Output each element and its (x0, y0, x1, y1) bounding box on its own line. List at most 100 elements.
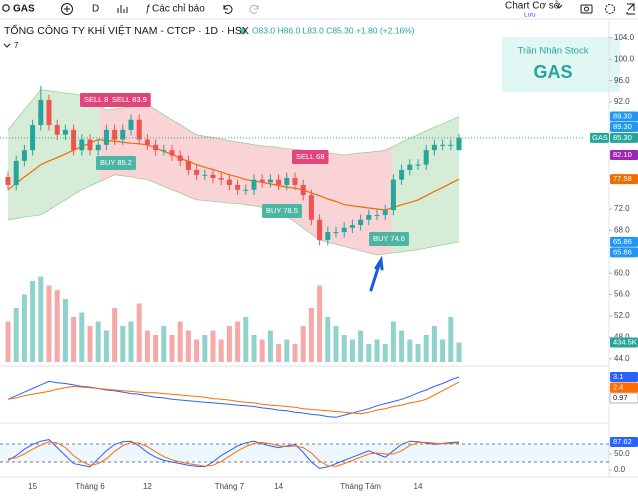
price-badge (610, 372, 638, 383)
price-badge (610, 382, 638, 393)
price-badge (610, 236, 638, 247)
symbol[interactable]: GAS (13, 4, 35, 15)
volume-bar (366, 344, 372, 362)
price-badge-label: 77.58 (613, 174, 632, 183)
volume-bar (300, 326, 306, 362)
volume-bar (30, 281, 36, 362)
volume-bar (349, 339, 355, 362)
candle-body (390, 179, 396, 211)
layout-name[interactable]: Chart Cơ sở (505, 0, 561, 12)
volume-bar (382, 344, 388, 362)
signal-box (96, 156, 136, 170)
volume-bar (177, 321, 183, 362)
y-tick-label: 104.0 (614, 33, 635, 42)
candle-body (218, 178, 224, 180)
symbol-badge-label: GAS (592, 133, 608, 142)
settings[interactable] (605, 4, 615, 14)
candle-body (161, 150, 167, 152)
indicators[interactable]: Các chỉ báo (152, 3, 205, 15)
volume-bar (38, 276, 44, 362)
volume-bar (87, 326, 93, 362)
save-status: Lưu (524, 12, 536, 19)
candle-body (95, 144, 101, 151)
candle-body (169, 150, 175, 156)
candle-body (259, 179, 265, 183)
volume-bar (103, 330, 109, 362)
volume-bar (62, 299, 68, 362)
layout-chevron[interactable] (555, 4, 563, 9)
candle-body (415, 164, 421, 166)
signal-label: BUY 78.5 (266, 206, 298, 215)
volume-bar (153, 335, 159, 362)
volume-bar (390, 321, 396, 362)
x-tick-label: 14 (274, 482, 283, 491)
volume-bar (210, 330, 216, 362)
candle-body (46, 99, 52, 126)
y-tick-label: 100.0 (614, 54, 635, 63)
price-badge-label: 89.30 (613, 111, 632, 120)
volume-bar (5, 321, 11, 362)
candle-body (226, 179, 232, 185)
interval[interactable]: D (92, 4, 99, 15)
indicator-line (7, 441, 460, 467)
candle-body (21, 150, 27, 161)
fullscreen[interactable] (626, 3, 635, 15)
search-icon[interactable] (2, 4, 10, 12)
chart-title: TỔNG CÔNG TY KHÍ VIỆT NAM - CTCP · 1D · … (4, 24, 249, 37)
candle-body (333, 232, 339, 234)
snapshot[interactable] (580, 4, 593, 14)
price-badge (610, 111, 638, 122)
redo[interactable] (249, 4, 259, 14)
volume-bar (276, 344, 282, 362)
candle-body (440, 144, 446, 146)
y-tick-label: 92.0 (614, 97, 630, 106)
volume-bar (374, 339, 380, 362)
volume-bar (358, 330, 364, 362)
volume-bar (161, 326, 167, 362)
chart-type-icon[interactable] (117, 5, 128, 13)
volume-bar (13, 308, 19, 362)
candle-body (382, 210, 388, 215)
volume-bar (456, 342, 462, 362)
candle-body (62, 129, 68, 135)
watermark-symbol: GAS (533, 62, 572, 82)
price-badge-label: 3.1 (613, 372, 623, 381)
volume-bar (54, 290, 60, 362)
candle-body (349, 225, 355, 228)
volume-bar (284, 339, 290, 362)
candle-body (144, 139, 150, 145)
volume-bar (21, 294, 27, 362)
candle-body (54, 125, 60, 135)
watermark-box (502, 37, 620, 92)
y-tick-label: 44.0 (614, 354, 630, 363)
price-badge-label: 65.86 (613, 237, 632, 246)
volume-bar (226, 326, 232, 362)
candle-body (251, 179, 257, 190)
volume-bar (308, 308, 314, 362)
candle-body (407, 164, 413, 170)
candle-body (300, 184, 306, 196)
price-badge (610, 174, 638, 185)
undo[interactable] (223, 4, 233, 14)
price-badge-label: 65.86 (613, 247, 632, 256)
candle-body (308, 195, 314, 220)
collapse-chevron[interactable] (3, 43, 11, 48)
candle-body (194, 169, 200, 175)
volume-bar (79, 312, 85, 362)
candle-body (341, 227, 347, 233)
candle-body (276, 179, 282, 185)
candle-body (448, 144, 454, 146)
signal-label: BUY 74.6 (373, 234, 405, 243)
candle-body (431, 144, 437, 151)
signal-box (292, 150, 329, 164)
volume-bar (144, 330, 150, 362)
signal-box (369, 232, 409, 246)
y-tick-label: 56.0 (614, 290, 630, 299)
y-tick-label: 48.0 (614, 333, 630, 342)
x-tick-label: Tháng 7 (215, 482, 245, 491)
indicator-count: 7 (14, 41, 19, 50)
volume-bar (112, 308, 118, 362)
volume-bar (333, 326, 339, 362)
add-symbol[interactable] (61, 3, 73, 15)
candle-body (71, 129, 77, 151)
